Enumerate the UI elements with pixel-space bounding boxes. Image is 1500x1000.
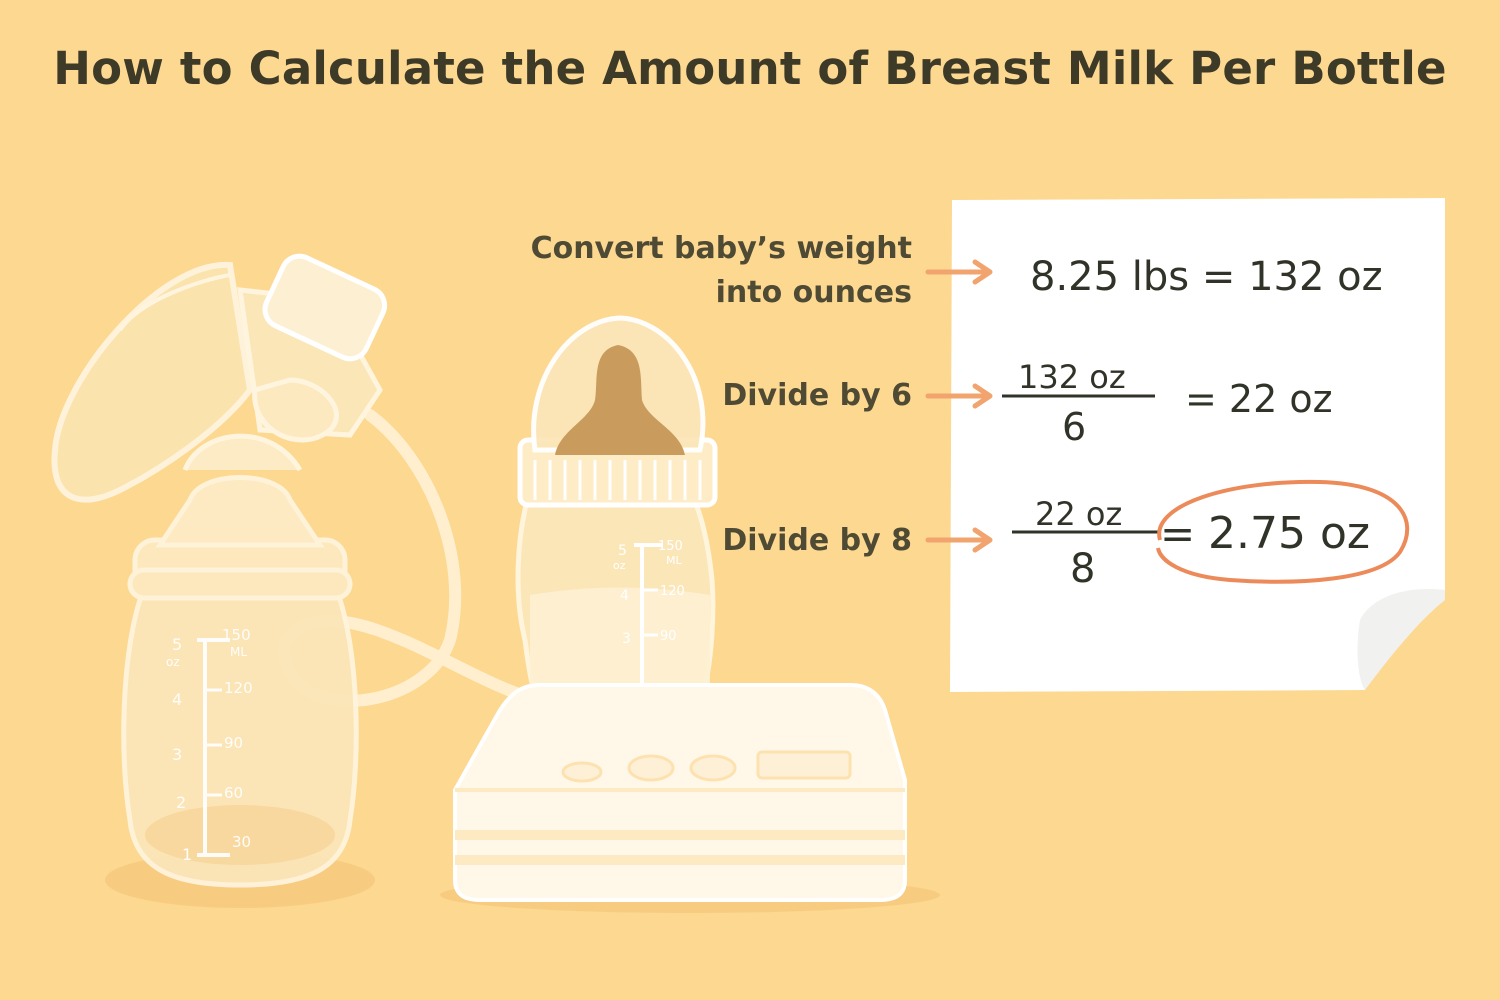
pump-scale-ml-90: 90 — [224, 734, 243, 752]
note-paper-curl — [1357, 589, 1445, 690]
arrow-step-1 — [972, 259, 993, 285]
step-label-convert: Convert baby’s weight into ounces — [531, 227, 912, 315]
step-label-divide-8: Divide by 8 — [722, 523, 912, 558]
pump-scale-ml-150: 150 — [222, 626, 251, 644]
pump-scale-ml-120: 120 — [224, 679, 253, 697]
note-paper — [950, 198, 1445, 692]
pump-scale-ml-60: 60 — [224, 784, 243, 802]
answer-circle — [1156, 479, 1410, 584]
motor-display — [756, 750, 852, 780]
page-title: How to Calculate the Amount of Breast Mi… — [53, 42, 1447, 95]
note-paper-sheet — [950, 198, 1445, 692]
answer-value: 2.75 oz — [1208, 508, 1370, 559]
pump-bottle-body — [121, 582, 359, 888]
feeding-bottle-nipple — [555, 345, 685, 455]
bottle-scale-oz-3: 3 — [622, 631, 631, 647]
fraction-2-numerator: 22 oz — [1035, 495, 1122, 533]
motor-button-2 — [627, 754, 675, 782]
pump-scale-ml-unit: ML — [230, 645, 247, 659]
fraction-1-denominator: 6 — [1062, 405, 1086, 449]
pump-valve-cap — [262, 253, 388, 362]
motor-button-3 — [689, 754, 737, 782]
arrow-step-3 — [972, 527, 993, 553]
pump-scale-oz-2: 2 — [176, 793, 186, 812]
fraction-2-denominator: 8 — [1070, 546, 1095, 592]
arrow-step-2 — [972, 383, 993, 409]
step-label-convert-line1: Convert baby’s weight — [530, 231, 912, 266]
pump-flange — [51, 253, 388, 503]
arrows — [925, 259, 993, 553]
pump-scale-oz-unit: oz — [166, 655, 180, 669]
step-label-convert-line2: into ounces — [715, 275, 912, 310]
motor-button-1 — [561, 761, 603, 783]
pump-scale-oz-1: 1 — [182, 845, 192, 864]
pump-scale-ml-30: 30 — [232, 833, 251, 851]
fraction-1-numerator: 132 oz — [1018, 358, 1126, 396]
bottle-scale-oz-5: 5 — [618, 543, 627, 559]
bottle-scale-ml-120: 120 — [660, 584, 685, 599]
pump-bottle: 5 oz 4 3 2 1 150 ML 120 90 60 30 — [121, 475, 359, 888]
pump-scale-oz-5: 5 — [172, 635, 182, 654]
feeding-bottle-milk — [530, 587, 710, 690]
pump-scale-oz-3: 3 — [172, 745, 182, 764]
feeding-bottle: 5 oz 4 3 150 ML 120 90 — [515, 315, 718, 703]
equation-step-1: 8.25 lbs = 132 oz — [1030, 254, 1383, 300]
bottle-scale-oz-unit: oz — [613, 559, 626, 572]
bottle-scale-ml-unit: ML — [666, 554, 682, 567]
pump-motor — [453, 683, 907, 902]
equation-step-2-result: = 22 oz — [1185, 377, 1333, 421]
bottle-scale-ml-90: 90 — [660, 629, 677, 644]
pump-scale-oz-4: 4 — [172, 690, 182, 709]
bottle-scale-oz-4: 4 — [620, 588, 629, 604]
bottle-scale-ml-150: 150 — [658, 539, 683, 554]
step-label-divide-6: Divide by 6 — [722, 378, 912, 413]
